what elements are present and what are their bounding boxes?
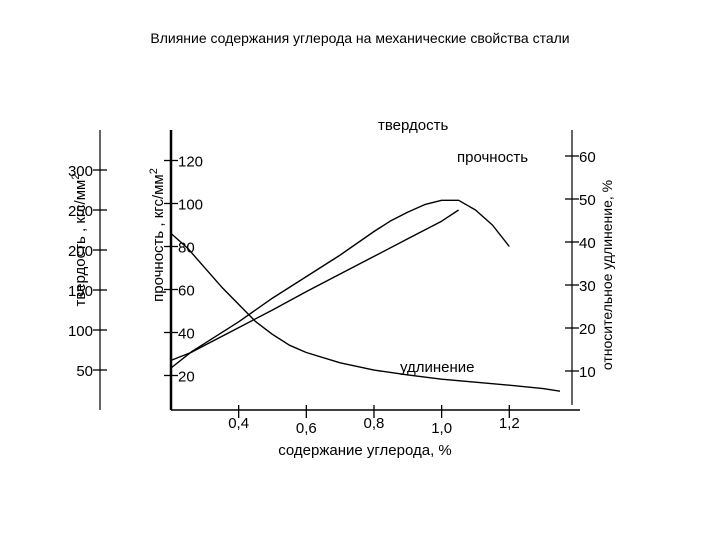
strength-tick-label: 60 [178, 283, 195, 300]
elongation-tick-label: 50 [579, 192, 596, 209]
series-label-elongation: удлинение [400, 359, 475, 376]
slide-title: Влияние содержания углерода на механичес… [150, 30, 570, 46]
strength-tick-label: 20 [178, 369, 195, 386]
axes-layer [93, 130, 580, 418]
x-tick-label: 0,8 [364, 415, 385, 432]
hardness-axis-label: твердость , кгс/мм2 [70, 174, 89, 307]
elongation-tick-label: 30 [579, 278, 596, 295]
strength-tick-label: 120 [178, 154, 203, 171]
strength-axis-label-text: прочность , кгс/мм [150, 174, 167, 302]
series-layer [170, 199, 561, 392]
hardness-axis-label-superscript: 2 [70, 174, 82, 180]
strength-axis-label-superscript: 2 [148, 168, 160, 174]
x-axis-label: содержание углерода, % [278, 442, 452, 459]
hardness-tick-label: 250 [68, 203, 93, 220]
hardness-tick-label: 50 [76, 363, 93, 380]
hardness-tick-label: 300 [68, 163, 93, 180]
hardness-axis-label-text: твердость , кгс/мм [72, 180, 89, 307]
x-tick-label: 0,6 [296, 420, 317, 437]
elongation-axis-label: относительное удлинение, % [599, 180, 615, 370]
x-tick-label: 0,4 [228, 415, 249, 432]
strength-tick-label: 80 [178, 240, 195, 257]
hardness-tick-label: 150 [68, 283, 93, 300]
elongation-tick-label: 10 [579, 364, 596, 381]
strength-axis-label: прочность , кгс/мм2 [148, 168, 167, 302]
series-line-strength [170, 199, 510, 369]
series-label-hardness: твердость [378, 117, 448, 134]
hardness-tick-label: 100 [68, 323, 93, 340]
series-label-strength: прочность [457, 149, 528, 166]
x-tick-label: 1,2 [499, 415, 520, 432]
elongation-tick-label: 40 [579, 235, 596, 252]
series-line-hardness [170, 209, 459, 362]
elongation-tick-label: 60 [579, 149, 596, 166]
hardness-tick-label: 200 [68, 243, 93, 260]
strength-tick-label: 100 [178, 197, 203, 214]
elongation-axis-label-text: относительное удлинение, % [599, 180, 615, 370]
series-line-elongation [170, 232, 561, 392]
strength-tick-label: 40 [178, 326, 195, 343]
x-tick-label: 1,0 [431, 420, 452, 437]
elongation-tick-label: 20 [579, 321, 596, 338]
